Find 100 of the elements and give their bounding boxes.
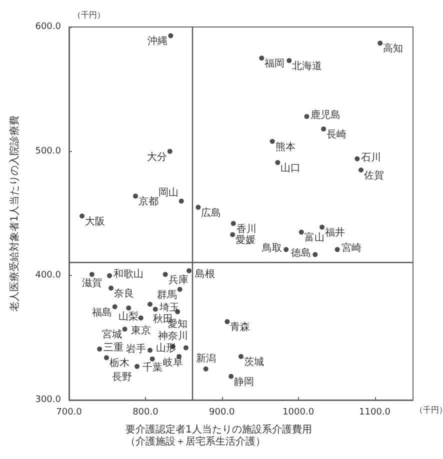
annotation: 福岡: [264, 58, 285, 70]
annotation: 大阪: [84, 215, 105, 228]
annotation: 千葉: [142, 361, 162, 374]
annotation: 三重: [104, 342, 124, 354]
point: [97, 346, 102, 352]
x-tick-label: 1100.0: [359, 408, 391, 418]
text: （千円）: [415, 406, 443, 414]
point: [354, 156, 360, 162]
point: [230, 232, 236, 238]
annotation: 兵庫: [168, 274, 188, 286]
x-tick-label: 1000.0: [282, 408, 314, 418]
point: [286, 58, 292, 64]
point: [107, 273, 112, 278]
annotation: 大分: [146, 150, 167, 163]
annotation: 山形: [156, 342, 176, 354]
y-tick-label: 600.0: [35, 22, 62, 32]
annotation: 宮崎: [341, 242, 362, 254]
annotation: 山梨: [118, 310, 139, 322]
annotation: 高知: [383, 42, 404, 55]
point: [259, 56, 264, 61]
point: [108, 286, 114, 291]
point: [178, 198, 184, 204]
point: [122, 326, 128, 332]
annotation: 新潟: [196, 352, 216, 364]
point: [298, 230, 304, 235]
annotation: 岩手: [126, 342, 146, 355]
y-tick-label: 300.0: [35, 395, 62, 405]
point: [133, 194, 138, 199]
annotation: 徳島: [291, 247, 312, 260]
y-tick-label: 500.0: [35, 146, 62, 156]
point: [186, 268, 192, 274]
annotation: 鹿児島: [310, 109, 341, 122]
point: [320, 224, 325, 230]
annotation: 青森: [230, 321, 250, 334]
x-tick-label: 900.0: [209, 408, 236, 418]
point: [196, 204, 201, 210]
point: [126, 305, 132, 310]
point: [104, 355, 109, 360]
y-tick-label: 400.0: [35, 270, 62, 281]
annotation: 神奈川: [158, 330, 188, 342]
annotation: 栃木: [109, 357, 130, 370]
annotation: 長崎: [326, 128, 347, 140]
x-tick-label: 800.0: [132, 408, 159, 418]
point: [183, 345, 188, 350]
annotation: 山口: [280, 162, 301, 174]
point: [358, 167, 364, 172]
x-axis-title: 要介護認定者1人当たりの施設系介護費用（介護施設＋居宅系生活介護）: [126, 424, 312, 448]
annotation: 岐阜: [162, 356, 183, 368]
annotation: 富山: [304, 232, 324, 244]
point: [284, 247, 289, 252]
annotation: 長野: [112, 372, 132, 383]
point: [203, 366, 208, 372]
point: [304, 114, 310, 120]
annotation: 静岡: [234, 376, 254, 388]
point: [134, 364, 140, 369]
annotation: 愛媛: [236, 234, 256, 246]
annotation: 滋賀: [82, 276, 102, 289]
annotation: 佐賀: [364, 169, 384, 182]
annotation: 茨城: [244, 356, 264, 368]
point: [321, 126, 326, 132]
point: [148, 348, 153, 353]
annotation: 広島: [201, 206, 222, 219]
annotation: 福井: [325, 226, 346, 239]
point: [228, 374, 234, 379]
annotation: 岡山: [158, 186, 178, 199]
point: [224, 319, 230, 324]
point: [152, 306, 158, 312]
point: [80, 213, 84, 218]
annotation: 鳥取: [261, 242, 282, 254]
annotation: 東京: [130, 324, 151, 336]
annotation: 熊本: [275, 140, 296, 153]
annotation: 群馬: [156, 288, 177, 301]
annotation: 島根: [195, 268, 216, 280]
point: [150, 356, 155, 362]
annotation: 石川: [361, 151, 382, 164]
annotation: 沖縄: [148, 35, 168, 48]
point: [334, 247, 340, 252]
text: （千円）: [73, 10, 105, 20]
point: [148, 302, 153, 307]
point: [378, 40, 383, 46]
annotation: 香川: [236, 222, 256, 235]
point: [162, 272, 168, 277]
annotation: 北海道: [292, 60, 322, 72]
y-axis-title: 老人医療受給対象者1人当たりの入院診療費: [8, 115, 20, 312]
annotation: 京都: [138, 196, 159, 208]
point: [168, 33, 174, 38]
annotation: 宮城: [102, 328, 122, 341]
point: [89, 272, 94, 277]
point: [138, 315, 144, 320]
point: [167, 148, 172, 154]
point: [238, 354, 244, 359]
point: [230, 220, 236, 226]
x-tick-label: 700.0: [56, 408, 82, 418]
point: [275, 160, 280, 166]
point: [312, 252, 318, 258]
annotation: 和歌山: [114, 268, 144, 280]
point: [112, 304, 118, 310]
point: [177, 286, 182, 292]
annotation: 奈良: [114, 288, 134, 300]
annotation: 福島: [92, 306, 112, 318]
